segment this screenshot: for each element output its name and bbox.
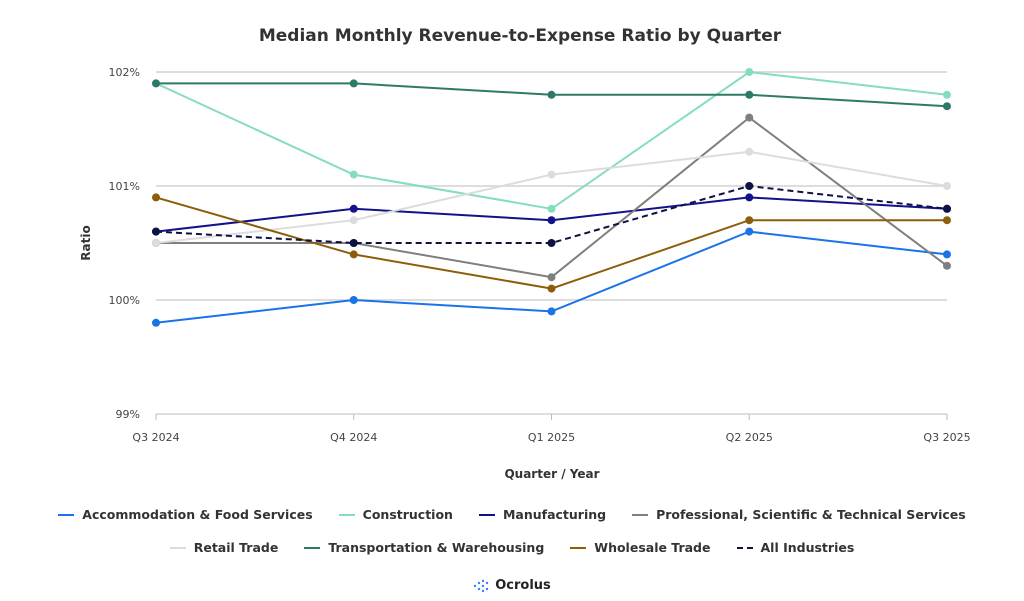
legend-item: Professional, Scientific & Technical Ser… [632, 507, 966, 522]
series-line [155, 196, 948, 233]
legend-label: Manufacturing [502, 507, 607, 522]
legend-label: Accommodation & Food Services [82, 507, 313, 522]
data-point [547, 204, 556, 213]
logo-text: Ocrolus [495, 578, 551, 593]
x-tick-label: Q1 2025 [528, 431, 575, 444]
legend-label: Professional, Scientific & Technical Ser… [656, 507, 966, 522]
legend-swatch [58, 513, 75, 516]
legend-label: Transportation & Warehousing [328, 540, 545, 555]
legend-label: All Industries [760, 540, 855, 555]
legend-item: All Industries [736, 540, 855, 555]
legend-swatch [632, 513, 649, 516]
legend-label: Wholesale Trade [594, 540, 711, 555]
data-point [547, 170, 556, 179]
x-axis-label: Quarter / Year [504, 467, 599, 481]
legend-swatch [736, 546, 753, 549]
legend-swatch [304, 546, 321, 549]
series-wholesale-trade [152, 193, 951, 293]
data-point [547, 216, 556, 225]
data-point [349, 239, 358, 247]
data-point [152, 239, 160, 247]
data-point [349, 296, 358, 304]
series-construction [152, 68, 951, 213]
data-point [745, 227, 754, 236]
legend-item: Transportation & Warehousing [304, 540, 544, 555]
x-tick-label: Q3 2025 [923, 431, 970, 444]
data-point [745, 193, 754, 202]
data-point [349, 250, 358, 259]
legend-swatch [570, 546, 587, 549]
data-point [745, 182, 754, 190]
legend-swatch [169, 546, 186, 549]
data-point [745, 147, 754, 156]
series-retail-trade [152, 147, 951, 247]
data-point [152, 227, 160, 236]
series-line [155, 150, 948, 244]
data-point [349, 216, 358, 225]
data-point [349, 170, 358, 179]
legend-label: Retail Trade [193, 540, 279, 555]
series-line [155, 184, 948, 244]
data-point [943, 261, 951, 270]
data-point [745, 216, 754, 225]
legend-swatch [478, 513, 495, 516]
data-point [745, 68, 754, 76]
data-point [943, 102, 951, 111]
data-point [943, 90, 951, 99]
y-tick-label: 99% [116, 408, 140, 421]
chart-title: Median Monthly Revenue-to-Expense Ratio … [259, 26, 782, 46]
y-tick-label: 100% [109, 294, 140, 307]
series-all-industries [152, 182, 951, 247]
legend-item: Construction [338, 507, 453, 522]
data-point [547, 307, 556, 316]
x-tick-label: Q4 2024 [330, 431, 377, 444]
data-point [349, 79, 358, 88]
series-professional-scientific-technical-services [152, 113, 951, 282]
legend-item: Manufacturing [478, 507, 607, 522]
legend-item: Retail Trade [169, 540, 279, 555]
y-tick-label: 101% [109, 180, 140, 193]
data-point [943, 204, 951, 213]
series-transportation-warehousing [152, 79, 951, 111]
data-point [547, 239, 556, 247]
data-point [547, 273, 556, 282]
data-point [349, 204, 358, 213]
ocrolus-logo: Ocrolus [0, 578, 1024, 593]
data-point [547, 284, 556, 293]
data-point [745, 90, 754, 99]
data-point [547, 90, 556, 99]
legend-item: Accommodation & Food Services [58, 507, 313, 522]
ocrolus-logo-icon [474, 579, 489, 592]
series-line [156, 116, 948, 279]
y-axis-label: Ratio [79, 225, 93, 260]
series-accommodation-food-services [152, 227, 951, 327]
legend-row-1: Accommodation & Food Services Constructio… [0, 507, 1024, 522]
x-tick-label: Q3 2024 [132, 431, 179, 444]
data-point [943, 250, 951, 259]
data-point [152, 318, 160, 327]
data-point [745, 113, 754, 122]
x-tick-label: Q2 2025 [726, 431, 773, 444]
data-point [152, 193, 160, 202]
data-point [943, 216, 951, 225]
legend-swatch [338, 513, 355, 516]
legend-row-2: Retail Trade Transportation & Warehousing… [0, 540, 1024, 555]
data-point [943, 182, 951, 190]
legend-item: Wholesale Trade [570, 540, 711, 555]
legend-label: Construction [362, 507, 453, 522]
data-point [152, 79, 160, 88]
y-tick-label: 102% [109, 66, 140, 79]
